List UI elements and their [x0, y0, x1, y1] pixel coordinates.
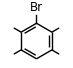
Text: Br: Br [30, 1, 43, 14]
